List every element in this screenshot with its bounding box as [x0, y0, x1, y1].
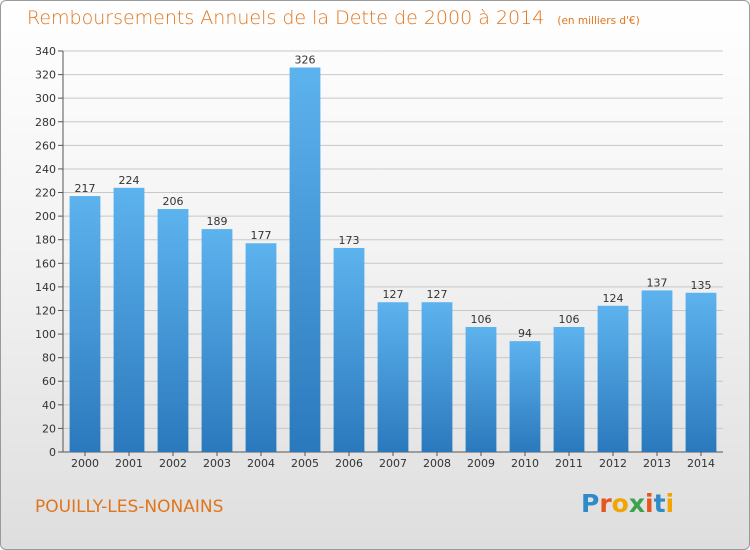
value-label: 206 [163, 195, 184, 208]
logo-letter: o [611, 489, 629, 518]
y-tick-label: 200 [35, 210, 56, 223]
y-tick-label: 120 [35, 304, 56, 317]
labels: 0 20 40 60 80 100 120 140 160 180 200 220 240 260 280 3… [35, 45, 715, 470]
bar-2009[interactable] [465, 326, 497, 452]
value-label: 127 [383, 288, 404, 301]
bar-2004[interactable] [245, 243, 277, 452]
bar-2010[interactable] [509, 341, 541, 452]
bar-2001[interactable] [113, 187, 145, 452]
x-tick-label: 2009 [467, 457, 495, 470]
x-tick-label: 2006 [335, 457, 363, 470]
y-tick-label: 320 [35, 69, 56, 82]
logo-letter: x [628, 489, 645, 518]
bars [69, 67, 717, 452]
value-label: 106 [471, 313, 492, 326]
value-label: 137 [647, 276, 668, 289]
bar-2007[interactable] [377, 302, 409, 452]
bar-2014[interactable] [685, 292, 717, 452]
value-label: 173 [339, 234, 360, 247]
x-tick-label: 2000 [71, 457, 99, 470]
x-tick-label: 2005 [291, 457, 319, 470]
value-label: 224 [119, 174, 140, 187]
value-label: 94 [518, 327, 532, 340]
bar-2005[interactable] [289, 67, 321, 452]
x-tick-label: 2004 [247, 457, 275, 470]
logo-letter: i [645, 489, 654, 518]
bar-2000[interactable] [69, 196, 101, 452]
y-tick-label: 80 [42, 352, 56, 365]
y-tick-label: 280 [35, 116, 56, 129]
bar-2011[interactable] [553, 326, 585, 452]
x-tick-label: 2014 [687, 457, 715, 470]
bar-2012[interactable] [597, 305, 629, 452]
y-tick-label: 240 [35, 163, 56, 176]
y-tick-label: 0 [49, 446, 56, 459]
value-label: 217 [75, 182, 96, 195]
logo-letter: i [665, 489, 675, 518]
y-tick-label: 140 [35, 281, 56, 294]
y-tick-label: 160 [35, 257, 56, 270]
x-tick-label: 2003 [203, 457, 231, 470]
x-tick-label: 2013 [643, 457, 671, 470]
y-tick-label: 340 [35, 45, 56, 58]
y-tick-label: 180 [35, 234, 56, 247]
x-tick-label: 2012 [599, 457, 627, 470]
y-tick-label: 300 [35, 92, 56, 105]
value-label: 189 [207, 215, 228, 228]
value-label: 177 [251, 229, 272, 242]
chart-unit-note: (en milliers d'€) [557, 15, 640, 27]
y-tick-label: 20 [42, 422, 56, 435]
bar-2006[interactable] [333, 247, 365, 452]
x-tick-label: 2001 [115, 457, 143, 470]
value-label: 135 [691, 279, 712, 292]
bar-2013[interactable] [641, 290, 673, 452]
proxiti-logo[interactable]: Proxiti [581, 489, 674, 518]
commune-name: POUILLY-LES-NONAINS [35, 497, 224, 517]
y-tick-label: 60 [42, 375, 56, 388]
chart-title: Remboursements Annuels de la Dette de 20… [27, 7, 545, 29]
y-tick-label: 40 [42, 399, 56, 412]
value-label: 326 [295, 54, 316, 67]
x-tick-label: 2010 [511, 457, 539, 470]
logo-letter: r [599, 489, 612, 518]
bar-2008[interactable] [421, 302, 453, 452]
chart-title-row: Remboursements Annuels de la Dette de 20… [27, 7, 640, 29]
y-tick-label: 100 [35, 328, 56, 341]
y-tick-label: 220 [35, 187, 56, 200]
y-tick-label: 260 [35, 139, 56, 152]
logo-letter: P [581, 489, 600, 518]
value-label: 106 [559, 313, 580, 326]
x-tick-label: 2011 [555, 457, 583, 470]
x-tick-label: 2002 [159, 457, 187, 470]
logo-letter: t [653, 489, 666, 518]
bar-2003[interactable] [201, 229, 233, 452]
value-label: 127 [427, 288, 448, 301]
bar-2002[interactable] [157, 209, 189, 452]
value-label: 124 [603, 292, 624, 305]
x-tick-label: 2007 [379, 457, 407, 470]
x-tick-label: 2008 [423, 457, 451, 470]
